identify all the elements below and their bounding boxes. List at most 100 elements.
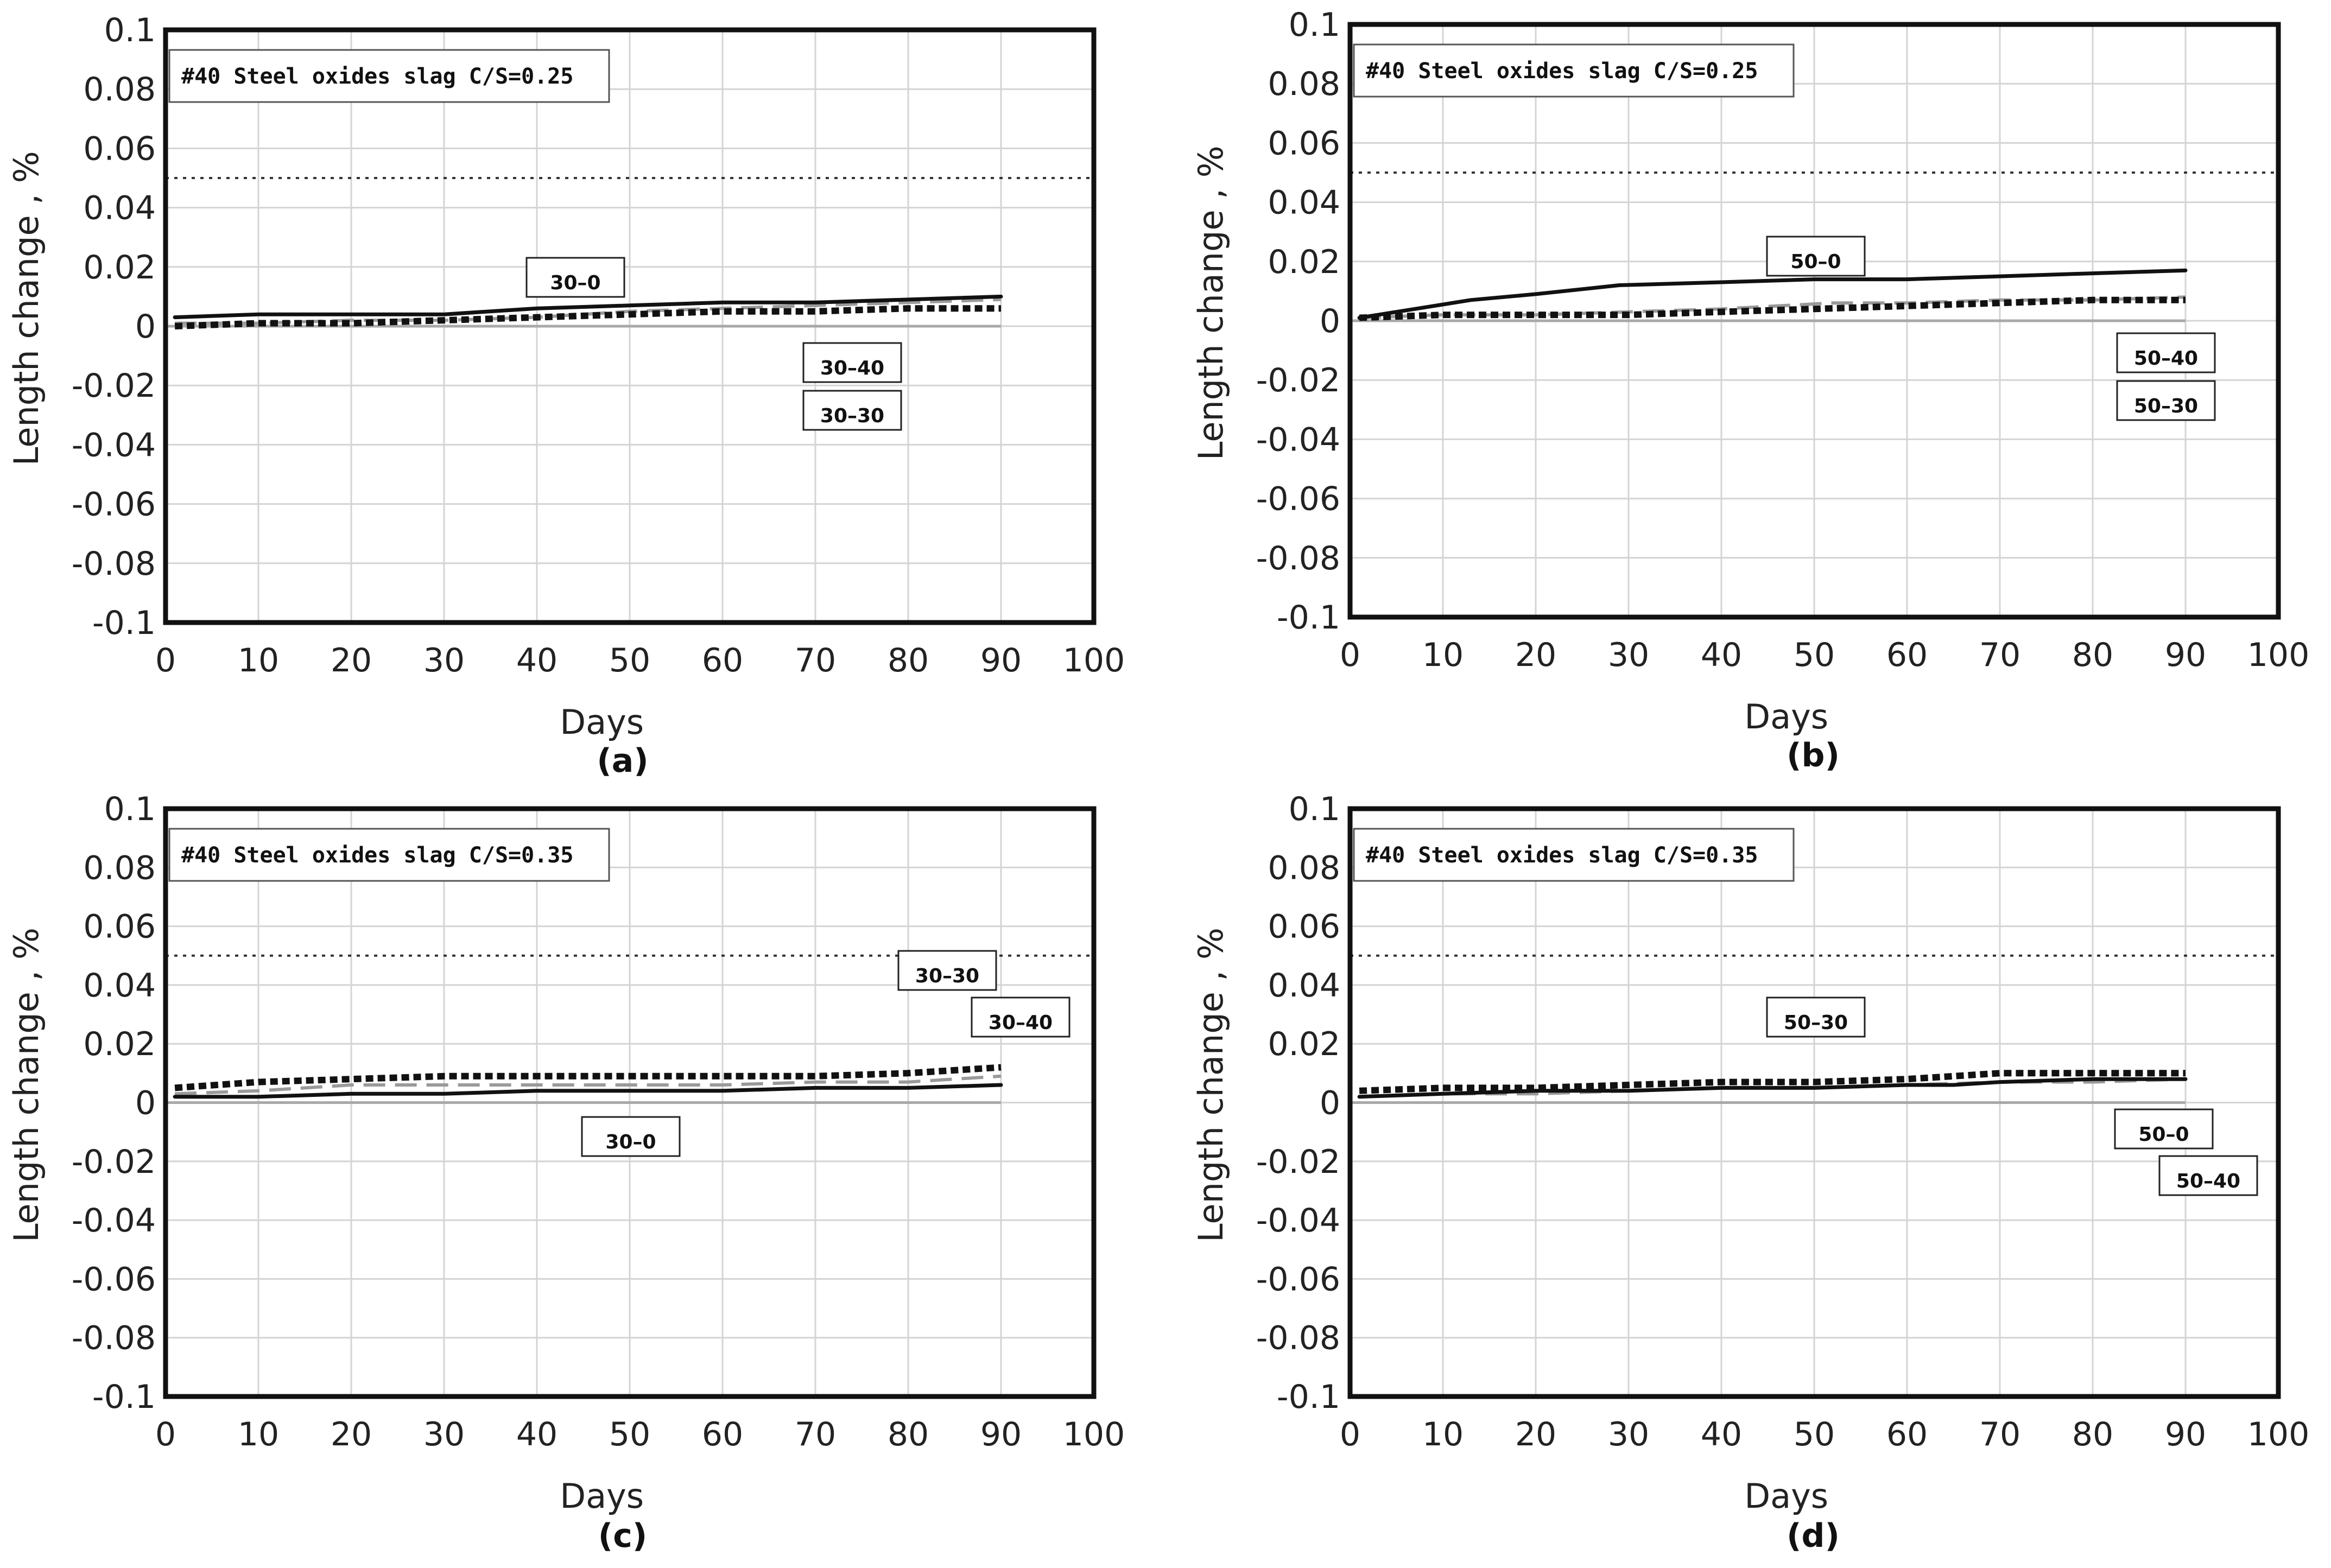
y-tick-label: -0.06 bbox=[1256, 1260, 1340, 1298]
x-tick-label: 100 bbox=[1063, 1415, 1125, 1453]
y-tick-label: -0.1 bbox=[92, 1378, 156, 1416]
title-box bbox=[168, 49, 610, 103]
chart-title: #40 Steel oxides slag C/S=0.25 bbox=[1366, 59, 1758, 84]
callout-label: 50–30 bbox=[2134, 395, 2198, 417]
x-tick-label: 70 bbox=[1979, 636, 2020, 674]
y-tick-label: 0 bbox=[135, 1084, 156, 1122]
x-tick-label: 30 bbox=[1608, 636, 1649, 674]
x-tick-label: 100 bbox=[1063, 642, 1125, 680]
y-tick-label: 0.1 bbox=[1289, 790, 1340, 828]
x-tick-label: 90 bbox=[980, 1415, 1022, 1453]
x-tick-label: 80 bbox=[2072, 636, 2113, 674]
x-tick-label: 20 bbox=[331, 1415, 372, 1453]
y-tick-label: -0.06 bbox=[72, 1260, 156, 1298]
x-tick-label: 90 bbox=[2165, 1415, 2206, 1453]
title-box bbox=[1353, 43, 1795, 98]
panel-caption: (d) bbox=[1787, 1517, 1840, 1555]
x-tick-label: 50 bbox=[1794, 636, 1835, 674]
x-tick-label: 70 bbox=[1979, 1415, 2020, 1453]
series-line-50-0 bbox=[1357, 268, 2188, 320]
x-tick-label: 0 bbox=[155, 642, 176, 680]
callout-box bbox=[2116, 380, 2216, 421]
chart-title: #40 Steel oxides slag C/S=0.35 bbox=[181, 843, 573, 868]
y-tick-label: 0.02 bbox=[1268, 1025, 1340, 1063]
panel-caption: (b) bbox=[1787, 737, 1840, 775]
callout-box bbox=[2158, 1155, 2258, 1196]
x-axis-title: Days bbox=[1744, 1476, 1828, 1516]
callout-label: 50–30 bbox=[1784, 1012, 1848, 1034]
title-box bbox=[168, 828, 610, 882]
x-tick-label: 20 bbox=[331, 642, 372, 680]
title-box bbox=[1353, 828, 1795, 882]
y-tick-label: 0.04 bbox=[83, 189, 156, 227]
y-tick-label: 0 bbox=[1320, 302, 1340, 340]
callout-box bbox=[1766, 236, 1866, 277]
y-tick-label: -0.08 bbox=[1256, 539, 1340, 577]
y-tick-label: -0.06 bbox=[1256, 480, 1340, 518]
callout-box bbox=[802, 342, 902, 383]
y-tick-label: 0.06 bbox=[1268, 124, 1340, 162]
x-tick-label: 100 bbox=[2247, 636, 2310, 674]
y-tick-label: -0.02 bbox=[1256, 1143, 1340, 1181]
x-tick-label: 50 bbox=[609, 1415, 650, 1453]
x-tick-label: 30 bbox=[423, 642, 465, 680]
series-line-30-40 bbox=[174, 1064, 1002, 1091]
y-tick-label: 0.08 bbox=[83, 849, 156, 887]
y-tick-label: 0.06 bbox=[1268, 908, 1340, 946]
y-tick-label: -0.04 bbox=[1256, 421, 1340, 459]
x-tick-label: 60 bbox=[1886, 1415, 1928, 1453]
y-tick-label: -0.1 bbox=[1277, 599, 1340, 637]
chart-title: #40 Steel oxides slag C/S=0.35 bbox=[1366, 843, 1758, 868]
series-line-30-0 bbox=[173, 1083, 1003, 1099]
callout-label: 30–0 bbox=[605, 1131, 656, 1153]
y-axis-title: Length change , % bbox=[7, 928, 46, 1242]
y-tick-label: 0.04 bbox=[1268, 967, 1340, 1005]
callout-box bbox=[971, 996, 1071, 1038]
callout-box bbox=[802, 390, 902, 431]
x-tick-label: 100 bbox=[2247, 1415, 2310, 1453]
chart-title: #40 Steel oxides slag C/S=0.25 bbox=[181, 64, 573, 89]
x-tick-label: 20 bbox=[1515, 1415, 1556, 1453]
y-tick-label: -0.04 bbox=[1256, 1202, 1340, 1240]
y-tick-label: -0.04 bbox=[72, 1202, 156, 1240]
x-tick-label: 40 bbox=[516, 642, 558, 680]
x-axis-title: Days bbox=[560, 702, 644, 742]
y-tick-label: -0.1 bbox=[92, 604, 156, 642]
y-tick-label: -0.08 bbox=[1256, 1319, 1340, 1357]
x-tick-label: 60 bbox=[1886, 636, 1928, 674]
series-line-30-30 bbox=[175, 297, 1002, 325]
x-tick-label: 0 bbox=[1340, 1415, 1360, 1453]
x-tick-label: 90 bbox=[980, 642, 1022, 680]
series-line-50-40 bbox=[1359, 296, 2186, 321]
x-tick-label: 10 bbox=[1422, 1415, 1464, 1453]
y-axis-title: Length change , % bbox=[1191, 145, 1231, 460]
y-tick-label: 0.1 bbox=[104, 790, 156, 828]
callout-label: 30–40 bbox=[989, 1012, 1053, 1034]
callout-box bbox=[581, 1116, 681, 1157]
y-tick-label: 0.02 bbox=[83, 1025, 156, 1063]
series-line-30-30 bbox=[174, 1074, 1002, 1096]
plot-frame bbox=[1347, 806, 2281, 1399]
x-tick-label: 60 bbox=[702, 1415, 743, 1453]
series-line-50-30 bbox=[1359, 295, 2186, 320]
x-tick-label: 70 bbox=[795, 1415, 836, 1453]
x-tick-label: 30 bbox=[1608, 1415, 1649, 1453]
chart-panel-3: 0.1 0.08 0.06 0.04 0.02 0 -0.02 -0.04 -0.06 -0.08… bbox=[7, 790, 1125, 1555]
y-tick-label: 0.1 bbox=[104, 11, 156, 49]
y-tick-label: -0.06 bbox=[72, 486, 156, 524]
y-tick-label: -0.1 bbox=[1277, 1378, 1340, 1416]
y-tick-label: 0.06 bbox=[83, 908, 156, 946]
x-tick-label: 60 bbox=[702, 642, 743, 680]
series-line-30-0 bbox=[173, 294, 1003, 320]
x-tick-label: 10 bbox=[238, 642, 279, 680]
callout-box bbox=[2116, 332, 2216, 373]
x-axis-title: Days bbox=[560, 1476, 644, 1516]
x-axis-title: Days bbox=[1744, 697, 1828, 737]
plot-frame bbox=[163, 27, 1097, 625]
x-tick-label: 20 bbox=[1515, 636, 1556, 674]
chart-panel-4: 0.1 0.08 0.06 0.04 0.02 0 -0.02 -0.04 -0.06 -0.08… bbox=[1191, 790, 2309, 1555]
panel-caption: (a) bbox=[597, 742, 648, 780]
x-tick-label: 40 bbox=[1701, 636, 1742, 674]
y-tick-label: -0.04 bbox=[72, 426, 156, 464]
y-tick-label: 0.04 bbox=[83, 967, 156, 1005]
